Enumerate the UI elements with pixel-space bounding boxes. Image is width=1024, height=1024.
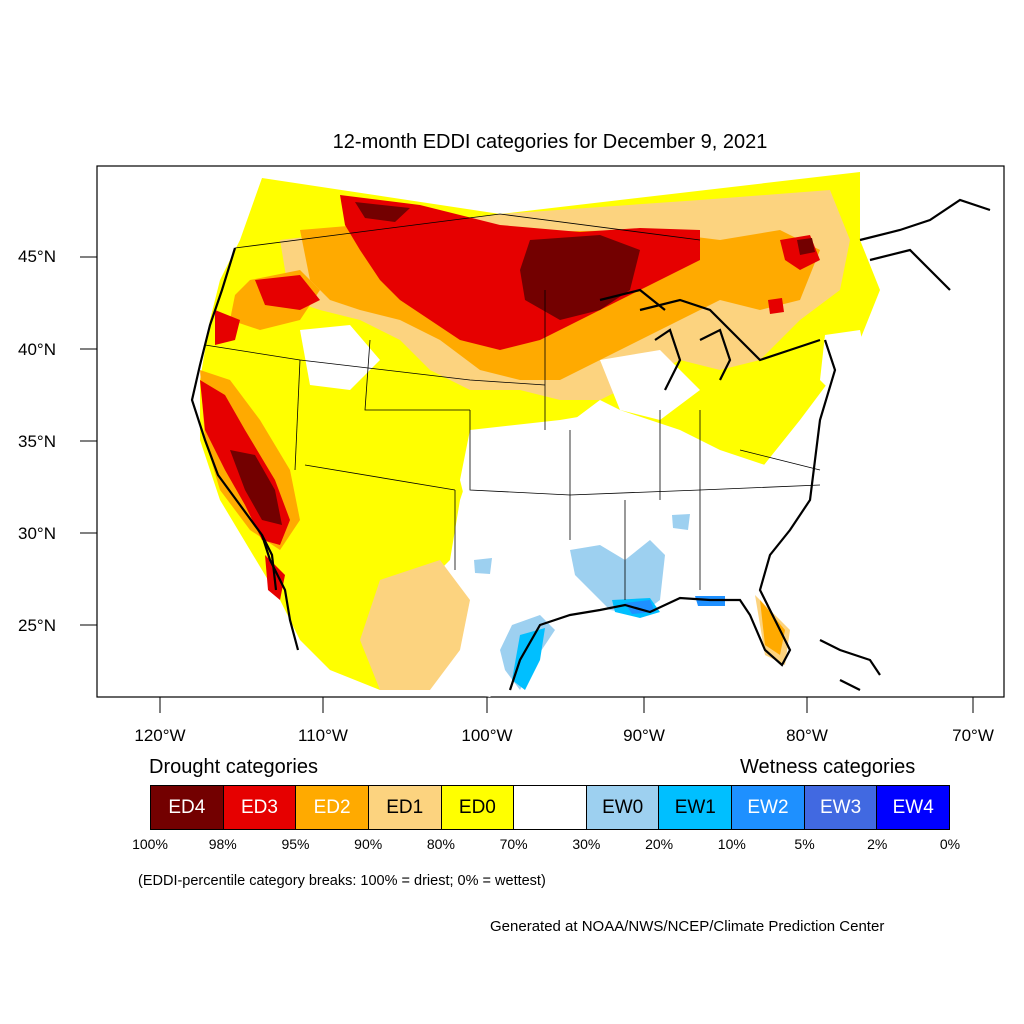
credit-text: Generated at NOAA/NWS/NCEP/Climate Predi…	[490, 918, 885, 935]
legend-tick: 2%	[867, 836, 888, 852]
legend-box-ew4: EW4	[877, 786, 950, 829]
category-note: (EDDI-percentile category breaks: 100% =…	[138, 873, 546, 889]
lon-label-70: 70°W	[952, 726, 994, 745]
legend-box-ed1: ED1	[368, 786, 442, 829]
legend-tick: 0%	[939, 836, 961, 852]
legend-box-ew1: EW1	[659, 786, 733, 829]
legend-tick: 70%	[499, 836, 528, 852]
legend-tick: 95%	[281, 836, 310, 852]
legend-tick: 30%	[572, 836, 601, 852]
legend-box-ed2: ED2	[296, 786, 369, 829]
legend-tick: 90%	[354, 836, 383, 852]
legend-bar: ED4 ED3 ED2 ED1 ED0 EW0 EW1 EW2 EW3 EW4	[150, 785, 950, 830]
legend-tick: 80%	[426, 836, 455, 852]
legend-box-ew0: EW0	[586, 786, 660, 829]
legend-box-ew2: EW2	[732, 786, 805, 829]
coastline	[190, 198, 991, 691]
lat-label-25: 25°N	[18, 616, 56, 635]
lat-label-45: 45°N	[18, 247, 56, 266]
lon-label-110: 110°W	[298, 726, 348, 745]
lon-label-90: 90°W	[623, 726, 665, 745]
drought-heading: Drought categories	[149, 756, 318, 778]
map-title: 12-month EDDI categories for December 9,…	[332, 131, 768, 153]
legend-tick: 10%	[717, 836, 746, 852]
boundary-lines	[204, 213, 821, 600]
eddi-map	[96, 165, 1005, 698]
legend-tick: 20%	[645, 836, 674, 852]
category-fill	[195, 172, 880, 697]
lat-label-30: 30°N	[18, 524, 56, 543]
lat-label-40: 40°N	[18, 340, 56, 359]
legend-box-ed0: ED0	[441, 786, 515, 829]
legend-tick: 98%	[208, 836, 237, 852]
legend-box-ed4: ED4	[151, 786, 224, 829]
legend-tick: 5%	[794, 836, 815, 852]
legend-box-normal	[514, 786, 587, 829]
legend-box-ed3: ED3	[223, 786, 297, 829]
legend-box-ew3: EW3	[804, 786, 878, 829]
wetness-heading: Wetness categories	[740, 756, 916, 778]
lat-label-35: 35°N	[18, 432, 56, 451]
lon-label-100: 100°W	[461, 726, 513, 745]
lon-label-120: 120°W	[134, 726, 186, 745]
lon-label-80: 80°W	[786, 726, 828, 745]
legend-tick: 100%	[132, 836, 168, 852]
